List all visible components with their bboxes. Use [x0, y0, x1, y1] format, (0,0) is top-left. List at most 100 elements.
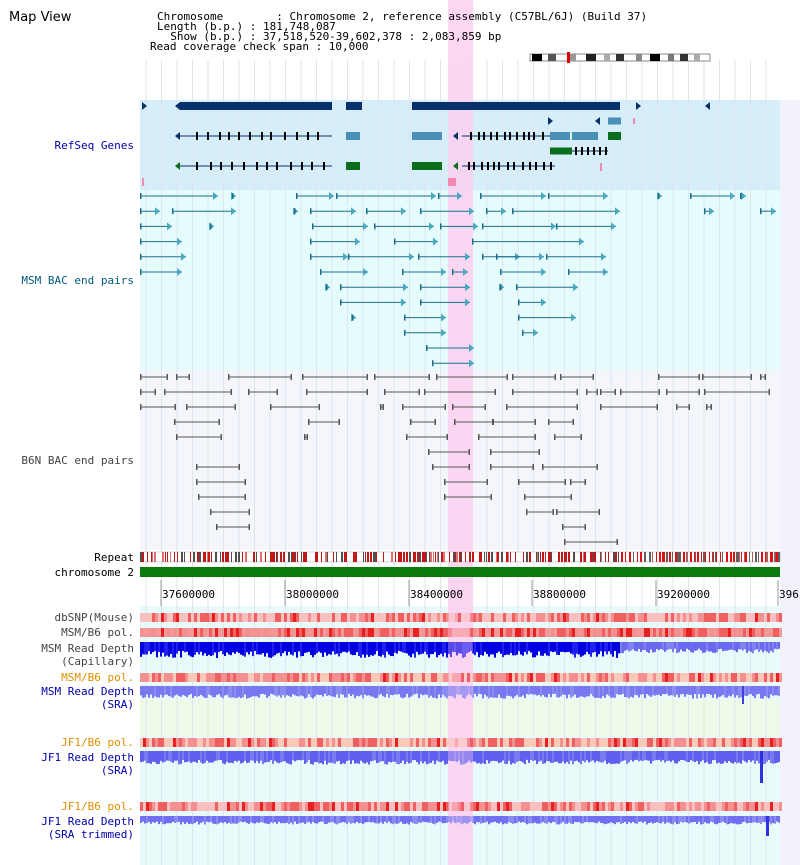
polymorphism-cell [164, 802, 167, 811]
polymorphism-cell [398, 613, 401, 622]
gene-arrow [175, 132, 180, 140]
track-label-refseq[interactable]: RefSeq Genes [54, 139, 134, 152]
polymorphism-cell [269, 802, 272, 811]
bac-end-tick [452, 269, 454, 275]
depth-bar [344, 686, 346, 698]
depth-bar [540, 642, 542, 656]
depth-bar [580, 751, 582, 765]
track-label-msm-depth-capillary[interactable]: MSM Read Depth [41, 642, 134, 655]
depth-bar [714, 816, 716, 824]
bac-end-tick [234, 404, 236, 410]
polymorphism-cell [452, 613, 455, 622]
depth-bar [724, 642, 726, 651]
polymorphism-cell [398, 738, 401, 747]
depth-bar [216, 642, 218, 658]
polymorphism-cell [599, 673, 602, 682]
track-label-msm-b6-pol[interactable]: MSM/B6 pol. [61, 626, 134, 639]
repeat-element [417, 552, 419, 562]
depth-bar [750, 816, 752, 823]
gene-exon [290, 162, 292, 170]
depth-bar [366, 686, 368, 696]
depth-bar [500, 686, 502, 698]
polymorphism-cell [650, 802, 653, 811]
depth-bar [358, 686, 360, 697]
polymorphism-cell [473, 628, 476, 637]
repeat-element [752, 552, 753, 562]
polymorphism-cell [353, 802, 356, 811]
depth-bar [514, 642, 516, 656]
depth-bar [456, 642, 458, 656]
polymorphism-cell [743, 802, 746, 811]
polymorphism-cell [440, 738, 443, 747]
polymorphism-cell [338, 613, 341, 622]
bac-end-tick [140, 253, 142, 260]
track-label-dbsnp[interactable]: dbSNP(Mouse) [54, 611, 134, 624]
polymorphism-cell [263, 613, 266, 622]
polymorphism-cell [512, 628, 515, 637]
repeat-element [738, 552, 739, 562]
depth-bar [474, 816, 476, 825]
repeat-element [413, 552, 414, 562]
depth-bar [662, 816, 664, 822]
depth-bar [148, 642, 150, 652]
track-label-jf1-depth-trimmed[interactable]: JF1 Read Depth [41, 815, 134, 828]
polymorphism-cell [371, 628, 374, 637]
bac-end-tick [420, 208, 422, 215]
depth-bar [640, 686, 642, 695]
depth-bar [620, 686, 622, 695]
depth-bar [292, 816, 294, 825]
depth-bar [400, 751, 402, 763]
bac-end-tick [554, 434, 556, 440]
polymorphism-cell [644, 613, 647, 622]
bac-end-arrow [343, 252, 348, 261]
depth-bar [630, 686, 632, 697]
bac-end-arrow [231, 207, 236, 216]
bac-end-tick [658, 389, 660, 395]
depth-bar [698, 686, 700, 695]
depth-bar [256, 816, 258, 823]
polymorphism-cell [359, 802, 362, 811]
track-label-msm-depth-sra[interactable]: MSM Read Depth [41, 685, 134, 698]
polymorphism-cell [401, 628, 404, 637]
bac-end-tick [506, 404, 508, 410]
polymorphism-cell [407, 628, 410, 637]
bac-end-tick [532, 464, 534, 470]
depth-bar [676, 686, 678, 695]
polymorphism-cell [443, 673, 446, 682]
depth-bar [714, 751, 716, 761]
depth-bar [302, 816, 304, 823]
polymorphism-cell [449, 673, 452, 682]
track-label-jf1-depth[interactable]: JF1 Read Depth [41, 751, 134, 764]
track-label-repeat[interactable]: Repeat [94, 551, 134, 564]
depth-bar [588, 686, 590, 697]
polymorphism-cell [659, 738, 662, 747]
track-label-jf1-b6-pol[interactable]: JF1/B6 pol. [61, 736, 134, 749]
polymorphism-cell [323, 628, 326, 637]
depth-bar [486, 751, 488, 761]
depth-bar [728, 751, 730, 761]
depth-bar [178, 816, 180, 822]
depth-bar [608, 686, 610, 696]
depth-bar [542, 816, 544, 822]
polymorphism-cell [245, 613, 248, 622]
depth-bar [680, 642, 682, 650]
track-label-msm-bac[interactable]: MSM BAC end pairs [21, 274, 134, 287]
polymorphism-cell [233, 673, 236, 682]
polymorphism-cell [398, 802, 401, 811]
repeat-element [713, 552, 714, 562]
depth-bar [384, 751, 386, 765]
depth-bar [730, 642, 732, 650]
polymorphism-cell [323, 673, 326, 682]
track-label-b6n-bac[interactable]: B6N BAC end pairs [21, 454, 134, 467]
depth-bar [164, 686, 166, 695]
polymorphism-cell [617, 802, 620, 811]
track-label-jf1-b6-pol-2[interactable]: JF1/B6 pol. [61, 800, 134, 813]
depth-bar [702, 686, 704, 695]
polymorphism-cell [461, 613, 464, 622]
polymorphism-cell [728, 628, 731, 637]
track-label-msm-b6-pol-2[interactable]: MSM/B6 pol. [61, 671, 134, 684]
polymorphism-cell [200, 673, 203, 682]
depth-bar [586, 751, 588, 761]
depth-bar [210, 816, 212, 823]
